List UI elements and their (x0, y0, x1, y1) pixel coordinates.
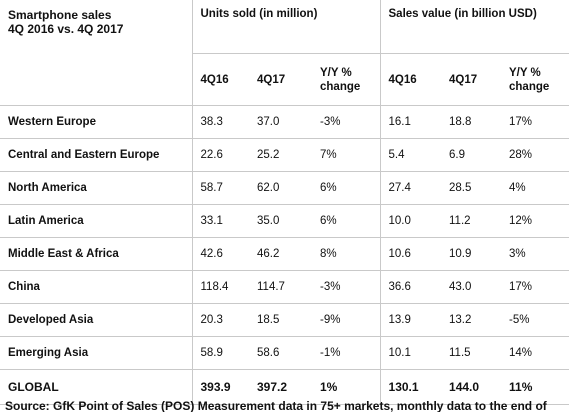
value-cell: -3% (312, 105, 381, 139)
value-cell: 58.9 (191, 336, 249, 370)
value-cell: 11.5 (441, 336, 502, 370)
group-header-value: Sales value (in billion USD) (379, 0, 569, 54)
value-cell: 4% (501, 171, 569, 205)
value-cell: 1% (312, 369, 381, 405)
table-row: China 118.4 114.7 -3% 36.6 43.0 17% (0, 270, 569, 304)
table-row: Middle East & Africa 42.6 46.2 8% 10.6 10.9 3% (0, 237, 569, 271)
value-cell: 14% (501, 336, 569, 370)
value-cell: -5% (501, 303, 569, 337)
value-cell: 38.3 (191, 105, 249, 139)
value-cell: 6.9 (441, 138, 502, 172)
region-label: Developed Asia (0, 303, 192, 337)
group-header-row: Smartphone sales 4Q 2016 vs. 4Q 2017 Uni… (0, 0, 569, 106)
global-total-row: GLOBAL 393.9 397.2 1% 130.1 144.0 11% (0, 369, 569, 405)
value-cell: 114.7 (249, 270, 312, 304)
value-cell: 35.0 (249, 204, 312, 238)
value-cell: 18.5 (249, 303, 312, 337)
value-cell: 397.2 (249, 369, 312, 405)
value-cell: 28% (501, 138, 569, 172)
value-cell: 18.8 (441, 105, 502, 139)
value-cell: 5.4 (379, 138, 442, 172)
region-label: North America (0, 171, 192, 205)
value-cell: 144.0 (441, 369, 502, 405)
table-title-cell: Smartphone sales 4Q 2016 vs. 4Q 2017 (0, 0, 192, 106)
table-row: North America 58.7 62.0 6% 27.4 28.5 4% (0, 171, 569, 205)
value-cell: 20.3 (191, 303, 249, 337)
column-header: 4Q17 (249, 53, 312, 106)
value-cell: 58.6 (249, 336, 312, 370)
table-title-line-1: Smartphone sales (8, 8, 112, 22)
value-cell: 25.2 (249, 138, 312, 172)
value-cell: 10.6 (379, 237, 442, 271)
value-cell: 16.1 (379, 105, 442, 139)
table-row: Western Europe 38.3 37.0 -3% 16.1 18.8 17% (0, 105, 569, 139)
value-cell: 17% (501, 105, 569, 139)
column-header: 4Q17 (441, 53, 502, 106)
value-cell: 22.6 (191, 138, 249, 172)
value-cell: 62.0 (249, 171, 312, 205)
value-cell: 13.2 (441, 303, 502, 337)
value-cell: 17% (501, 270, 569, 304)
value-cell: 6% (312, 171, 381, 205)
value-cell: 12% (501, 204, 569, 238)
column-header: Y/Y % change (312, 53, 381, 106)
table-row: Central and Eastern Europe 22.6 25.2 7% 5.4 6… (0, 138, 569, 172)
column-header: 4Q16 (379, 53, 442, 106)
value-cell: 6% (312, 204, 381, 238)
column-header: Y/Y % change (501, 53, 569, 106)
value-cell: -1% (312, 336, 381, 370)
value-cell: 130.1 (379, 369, 442, 405)
region-label: China (0, 270, 192, 304)
value-cell: 10.1 (379, 336, 442, 370)
value-cell: 8% (312, 237, 381, 271)
value-cell: 11.2 (441, 204, 502, 238)
table-body: Western Europe 38.3 37.0 -3% 16.1 18.8 17% Cent… (0, 105, 569, 405)
column-header-row: 4Q16 4Q17 Y/Y % change 4Q16 4Q17 Y/Y % c… (0, 53, 569, 106)
region-label: Latin America (0, 204, 192, 238)
source-note: Source: GfK Point of Sales (POS) Measure… (5, 399, 547, 412)
region-label: Middle East & Africa (0, 237, 192, 271)
region-label: Emerging Asia (0, 336, 192, 370)
value-cell: 36.6 (379, 270, 442, 304)
group-header-units: Units sold (in million) (191, 0, 381, 54)
value-cell: 42.6 (191, 237, 249, 271)
value-cell: 28.5 (441, 171, 502, 205)
region-label: Western Europe (0, 105, 192, 139)
value-cell: 10.9 (441, 237, 502, 271)
value-cell: 393.9 (191, 369, 249, 405)
table-row: Emerging Asia 58.9 58.6 -1% 10.1 11.5 14% (0, 336, 569, 370)
value-cell: 43.0 (441, 270, 502, 304)
region-label: GLOBAL (0, 369, 192, 405)
column-header: 4Q16 (191, 53, 249, 106)
value-cell: 46.2 (249, 237, 312, 271)
value-cell: 37.0 (249, 105, 312, 139)
value-cell: 33.1 (191, 204, 249, 238)
value-cell: -9% (312, 303, 381, 337)
value-cell: 11% (501, 369, 569, 405)
table-title-line-2: 4Q 2016 vs. 4Q 2017 (8, 22, 124, 36)
value-cell: -3% (312, 270, 381, 304)
table-row: Latin America 33.1 35.0 6% 10.0 11.2 12% (0, 204, 569, 238)
value-cell: 27.4 (379, 171, 442, 205)
value-cell: 58.7 (191, 171, 249, 205)
value-cell: 13.9 (379, 303, 442, 337)
table-row: Developed Asia 20.3 18.5 -9% 13.9 13.2 -5% (0, 303, 569, 337)
value-cell: 7% (312, 138, 381, 172)
value-cell: 3% (501, 237, 569, 271)
value-cell: 10.0 (379, 204, 442, 238)
region-label: Central and Eastern Europe (0, 138, 192, 172)
value-cell: 118.4 (191, 270, 249, 304)
